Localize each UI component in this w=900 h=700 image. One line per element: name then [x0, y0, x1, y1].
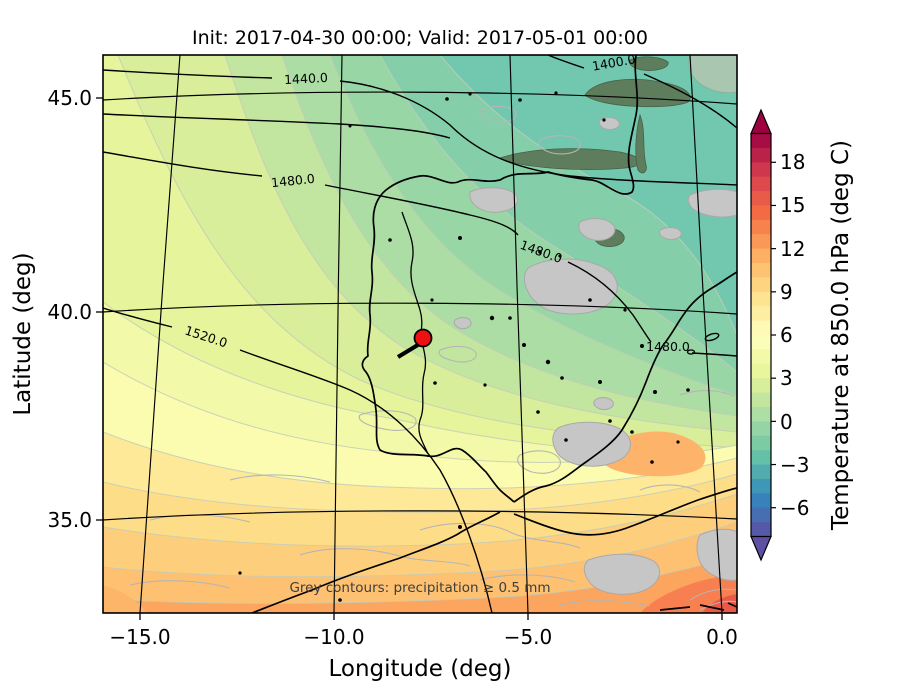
plot-title: Init: 2017-04-30 00:00; Valid: 2017-05-0…: [192, 27, 648, 49]
cbar-tick-9: 9: [780, 280, 793, 304]
y-axis-label: Latitude (deg): [10, 252, 36, 415]
colorbar-tick-labels: 18 15 12 9 6 3 0 −3 −6: [780, 150, 809, 520]
colorbar-ticks: [771, 161, 776, 509]
location-marker: [396, 328, 433, 359]
xtick--10: −10.0: [303, 625, 364, 649]
ytick-40: 40.0: [47, 300, 92, 324]
x-tick-labels: −15.0 −10.0 −5.0 0.0: [109, 625, 738, 649]
ytick-35: 35.0: [47, 508, 92, 532]
colorbar-label: Temperature at 850.0 hPa (deg C): [828, 140, 854, 531]
y-tick-labels: 45.0 40.0 35.0: [47, 86, 92, 532]
cbar-tick-3: 3: [780, 366, 793, 390]
terrain-speckles: [238, 91, 690, 602]
axis-ticks: [96, 97, 723, 620]
cbar-tick-0: 0: [780, 410, 793, 434]
xtick--5: −5.0: [504, 625, 553, 649]
geopotential-contours: [103, 55, 737, 613]
ytick-45: 45.0: [47, 86, 92, 110]
contour-label-1440: 1440.0: [284, 70, 329, 87]
colorbar-bottom-arrow: [750, 535, 772, 562]
axes-frame: [102, 54, 738, 614]
cbar-tick-12: 12: [780, 237, 805, 261]
contour-label-1480-east: 1480.0: [646, 339, 690, 354]
precipitation-annotation: Grey contours: precipitation ≥ 0.5 mm: [289, 580, 550, 596]
colorbar-gradient: [751, 133, 771, 538]
cbar-tick-6: 6: [780, 323, 793, 347]
x-axis-label: Longitude (deg): [328, 656, 511, 682]
red-location-dot: [413, 328, 433, 348]
cbar-tick--3: −3: [780, 453, 809, 477]
cbar-tick-15: 15: [780, 193, 805, 217]
xtick--15: −15.0: [109, 625, 170, 649]
temperature-field: [103, 55, 737, 613]
xtick-0: 0.0: [706, 625, 738, 649]
contour-label-1400: 1400.0: [591, 51, 637, 73]
cbar-tick--6: −6: [780, 496, 809, 520]
cbar-tick-18: 18: [780, 150, 805, 174]
graticule: [103, 55, 737, 613]
colorbar-top-arrow: [750, 108, 772, 135]
colorbar: 18 15 12 9 6 3 0 −3 −6 Temperature at 85…: [750, 108, 854, 562]
contour-label-1480-west: 1480.0: [270, 171, 315, 190]
